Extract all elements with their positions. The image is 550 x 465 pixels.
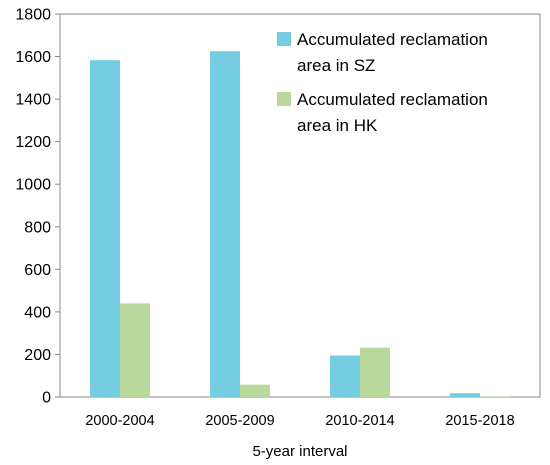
y-tick-label: 1200 <box>15 134 51 151</box>
y-tick-label: 400 <box>24 304 51 321</box>
bar-sz-2000-2004 <box>90 60 120 397</box>
y-tick-label: 0 <box>42 390 51 407</box>
bar-sz-2015-2018 <box>450 393 480 397</box>
y-tick-label: 200 <box>24 347 51 364</box>
bar-hk-2015-2018 <box>480 396 510 397</box>
bar-sz-2010-2014 <box>330 355 360 397</box>
y-tick-label: 1000 <box>15 177 51 194</box>
bar-hk-2000-2004 <box>120 303 150 397</box>
legend-swatch <box>277 32 291 46</box>
legend-label: Accumulated reclamation <box>297 90 488 109</box>
legend-swatch <box>277 92 291 106</box>
x-tick-label: 2005-2009 <box>205 413 274 429</box>
x-tick-label: 2000-2004 <box>85 413 154 429</box>
bar-hk-2010-2014 <box>360 347 390 397</box>
plot-area-border <box>59 13 541 398</box>
x-tick-label: 2015-2018 <box>445 413 514 429</box>
y-tick-label: 600 <box>24 262 51 279</box>
y-tick-label: 1600 <box>15 49 51 66</box>
legend-label: area in HK <box>297 116 378 135</box>
x-tick-label: 2010-2014 <box>325 413 394 429</box>
bar-hk-2005-2009 <box>240 384 270 397</box>
bar-sz-2005-2009 <box>210 51 240 397</box>
legend-label: Accumulated reclamation <box>297 30 488 49</box>
y-tick-label: 800 <box>24 219 51 236</box>
y-tick-label: 1800 <box>15 7 51 24</box>
y-tick-label: 1400 <box>15 92 51 109</box>
legend-label: area in SZ <box>297 56 375 75</box>
x-axis-title: 5-year interval <box>252 443 347 460</box>
